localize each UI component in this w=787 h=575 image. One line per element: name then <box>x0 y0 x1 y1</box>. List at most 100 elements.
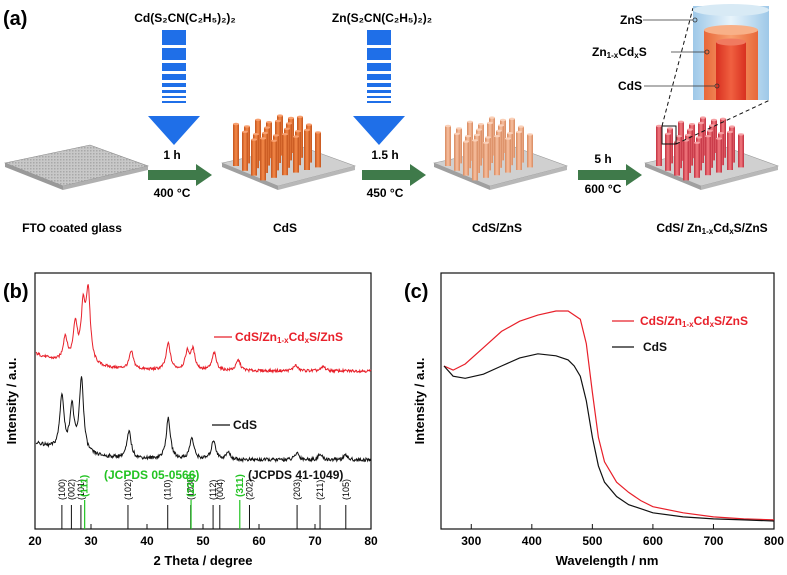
nanorod <box>683 140 689 181</box>
nanorod-top <box>266 121 272 124</box>
nanorod-top <box>465 135 471 138</box>
nanorod-top <box>694 141 700 144</box>
nanorod <box>483 142 489 178</box>
nanorod <box>665 133 671 171</box>
nanorod-top <box>474 133 480 137</box>
xrd-ref-hkl: (100) <box>57 479 67 500</box>
uvvis-series-final <box>443 310 775 521</box>
nanorod-top <box>498 124 504 127</box>
nanorod <box>463 141 469 176</box>
nanorod-top <box>696 136 702 139</box>
nanorod-top <box>705 135 711 138</box>
nanorod <box>445 126 451 166</box>
xrd-x-axis-label: 2 Theta / degree <box>154 553 253 568</box>
xrd-ref-hkl: (211) <box>315 480 325 500</box>
xrd-x-tick-label: 80 <box>364 534 378 548</box>
nanorod-top <box>485 136 491 139</box>
uv-x-tick-label: 700 <box>703 534 723 548</box>
nanorod-top <box>698 121 704 125</box>
nanorod-top <box>665 132 671 135</box>
uv-legend-final: CdS/Zn1-xCdxS/ZnS <box>640 314 748 329</box>
xrd-ref-hkl: (110) <box>163 480 173 500</box>
nanorod-top <box>293 135 299 138</box>
nanorod <box>260 138 266 181</box>
nanorod <box>674 141 680 176</box>
zn-deposition-arrow-icon <box>353 30 405 145</box>
nanorod-top <box>271 139 277 142</box>
nanorod <box>494 136 500 176</box>
nanorod-top <box>297 115 303 119</box>
nanorod <box>304 130 310 170</box>
nanorod-top <box>727 130 733 134</box>
nanorod-top <box>273 134 279 137</box>
nanorod-top <box>518 125 524 128</box>
xrd-ref-hkl: (112) <box>208 480 218 500</box>
step3-arrow-icon <box>578 164 642 186</box>
nanorod-top <box>494 135 500 138</box>
uv-x-tick-label: 800 <box>764 534 784 548</box>
nanorod-top <box>689 123 695 126</box>
nanorod-top <box>507 132 513 135</box>
nanorod <box>233 124 239 166</box>
xrd-x-tick-label: 50 <box>196 534 210 548</box>
nanorod <box>516 132 522 170</box>
nanorod-top <box>720 117 726 121</box>
nanorod-top <box>306 123 312 126</box>
nanorod-top <box>716 137 722 140</box>
step2-time: 1.5 h <box>371 148 398 162</box>
stage-final-label: CdS/ Zn1-xCdxS/ZnS <box>656 221 767 236</box>
cd-deposition-arrow-icon <box>148 30 200 145</box>
cd-precursor-label: Cd(S₂CN(C₂H₅)₂)₂ <box>134 11 235 25</box>
fto-glass-substrate <box>3 144 150 190</box>
nanorod <box>454 133 460 171</box>
step3-temp: 600 °C <box>585 182 622 196</box>
nanorod-top <box>738 133 744 136</box>
nanorod <box>293 136 299 173</box>
nanorod-top <box>656 124 662 128</box>
panel-b-label: (b) <box>3 281 29 303</box>
nanorod-top <box>676 135 682 138</box>
nanorod-top <box>277 114 283 117</box>
nanorod-top <box>483 141 489 144</box>
uv-x-tick-label: 300 <box>461 534 481 548</box>
inset-cds-label: CdS <box>618 79 642 93</box>
nanorod-top <box>500 118 506 122</box>
xrd-legend-final: CdS/Zn1-xCdxS/ZnS <box>235 330 343 345</box>
nanorod <box>656 126 662 166</box>
uv-x-axis-label: Wavelength / nm <box>556 553 659 568</box>
nanorod-top <box>527 133 533 136</box>
uv-x-tick-label: 400 <box>522 534 542 548</box>
nanorod <box>472 140 478 181</box>
nanorod-top <box>505 137 511 140</box>
step1-time: 1 h <box>163 148 180 162</box>
xrd-x-tick-label: 40 <box>140 534 154 548</box>
nanorod-top <box>463 140 469 143</box>
xrd-x-tick-label: 20 <box>28 534 42 548</box>
nanorod <box>282 134 288 176</box>
xrd-ref-hkl: (102) <box>123 479 133 500</box>
nanorod-top <box>489 116 495 119</box>
inset-zns-label: ZnS <box>620 13 643 27</box>
nanorod-top <box>472 139 478 142</box>
cds-nanorod-array <box>220 114 357 190</box>
inset-alloy-label: Zn1-xCdxS <box>592 45 647 60</box>
nanorod <box>527 134 533 168</box>
nanorod-top <box>286 122 292 125</box>
xrd-ref-hkl: (203) <box>292 479 302 500</box>
xrd-ref-hkl: (103) <box>186 479 196 500</box>
nanorod-top <box>516 130 522 134</box>
nanorod <box>694 142 700 178</box>
stage-glass-label: FTO coated glass <box>22 221 122 235</box>
xrd-ref-green-hkl: (111) <box>80 475 91 497</box>
xrd-ref-hkl: (004) <box>215 479 225 500</box>
nanorod <box>705 136 711 176</box>
xrd-x-tick-label: 30 <box>84 534 98 548</box>
nanorod-top <box>718 132 724 135</box>
nanorod-top <box>707 129 713 132</box>
nanorod-top <box>282 133 288 136</box>
nanorod-top <box>255 118 261 122</box>
nanorod-top <box>262 131 268 135</box>
nanorod <box>716 138 722 173</box>
nanorod-top <box>288 116 294 120</box>
